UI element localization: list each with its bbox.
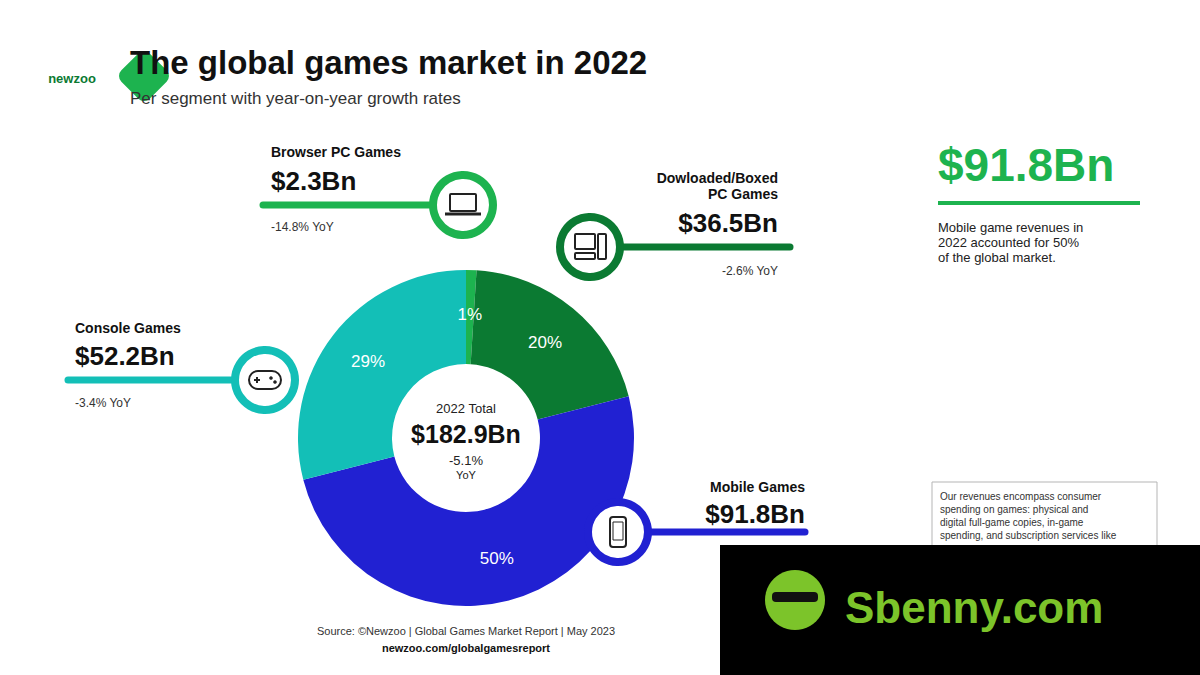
svg-text:$36.5Bn: $36.5Bn bbox=[678, 208, 778, 238]
svg-text:-14.8% YoY: -14.8% YoY bbox=[271, 220, 334, 234]
svg-text:The global games market in 202: The global games market in 2022 bbox=[130, 44, 647, 81]
svg-text:-5.1%: -5.1% bbox=[449, 453, 483, 468]
svg-text:-3.4% YoY: -3.4% YoY bbox=[75, 396, 131, 410]
svg-text:$182.9Bn: $182.9Bn bbox=[411, 420, 521, 448]
svg-text:29%: 29% bbox=[351, 352, 385, 371]
svg-text:50%: 50% bbox=[480, 549, 514, 568]
svg-text:Mobile game revenues in: Mobile game revenues in bbox=[938, 220, 1083, 235]
svg-text:$52.2Bn: $52.2Bn bbox=[75, 341, 175, 371]
svg-text:Per segment with year-on-year: Per segment with year-on-year growth rat… bbox=[130, 89, 461, 108]
svg-text:20%: 20% bbox=[528, 333, 562, 352]
svg-text:$2.3Bn: $2.3Bn bbox=[271, 166, 356, 196]
svg-text:newzoo.com/globalgamesreport: newzoo.com/globalgamesreport bbox=[382, 642, 550, 654]
svg-text:1%: 1% bbox=[458, 305, 483, 324]
svg-text:Sbenny.com: Sbenny.com bbox=[845, 583, 1103, 632]
svg-text:Browser PC Games: Browser PC Games bbox=[271, 144, 401, 160]
svg-text:-2.6% YoY: -2.6% YoY bbox=[722, 264, 778, 278]
svg-text:$91.8Bn: $91.8Bn bbox=[938, 139, 1114, 191]
svg-text:2022 accounted for 50%: 2022 accounted for 50% bbox=[938, 235, 1079, 250]
svg-text:newzoo: newzoo bbox=[48, 71, 96, 86]
svg-text:spending, and subscription ser: spending, and subscription services like bbox=[940, 530, 1117, 541]
svg-text:Mobile Games: Mobile Games bbox=[710, 479, 805, 495]
svg-text:$91.8Bn: $91.8Bn bbox=[705, 499, 805, 529]
svg-text:of the global market.: of the global market. bbox=[938, 250, 1056, 265]
svg-text:spending on games: physical an: spending on games: physical and bbox=[940, 504, 1088, 515]
svg-text:Our revenues encompass consume: Our revenues encompass consumer bbox=[940, 491, 1102, 502]
svg-text:PC Games: PC Games bbox=[708, 186, 778, 202]
svg-text:Dowloaded/Boxed: Dowloaded/Boxed bbox=[657, 170, 778, 186]
svg-text:Console Games: Console Games bbox=[75, 320, 181, 336]
svg-text:Source: ©Newzoo | Global Games: Source: ©Newzoo | Global Games Market Re… bbox=[317, 625, 615, 637]
svg-text:digital full-game copies, in-g: digital full-game copies, in-game bbox=[940, 517, 1084, 528]
svg-text:YoY: YoY bbox=[456, 469, 476, 481]
svg-text:2022 Total: 2022 Total bbox=[436, 401, 496, 416]
